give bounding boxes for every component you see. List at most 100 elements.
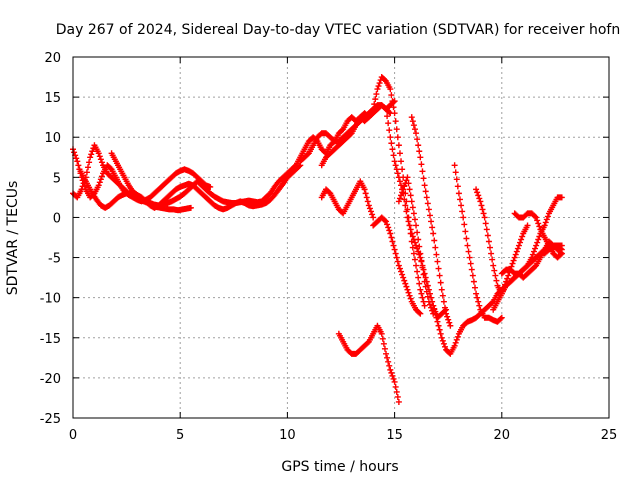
data-point	[483, 226, 490, 233]
data-point	[451, 342, 458, 349]
data-point	[386, 127, 393, 134]
data-point	[474, 294, 481, 301]
data-point	[74, 158, 81, 165]
data-point	[498, 314, 505, 321]
data-point	[466, 254, 473, 261]
data-point	[534, 217, 541, 224]
y-tick-label: -10	[40, 292, 61, 307]
data-point	[465, 248, 472, 255]
data-point	[444, 313, 451, 320]
data-point	[405, 180, 412, 187]
data-point	[385, 358, 392, 365]
data-point	[386, 362, 393, 369]
data-point	[456, 196, 463, 203]
data-point	[401, 277, 408, 284]
data-point	[368, 208, 375, 215]
data-point	[437, 330, 444, 337]
data-point	[425, 298, 432, 305]
data-point	[528, 254, 535, 261]
data-point	[481, 214, 488, 221]
data-point	[378, 330, 385, 337]
data-point	[440, 298, 447, 305]
data-point	[532, 263, 539, 270]
data-point	[435, 265, 442, 272]
data-point	[393, 166, 400, 173]
data-point	[366, 205, 373, 212]
data-point	[433, 314, 440, 321]
data-point	[87, 154, 94, 161]
data-point	[391, 110, 398, 117]
data-point	[364, 339, 371, 346]
data-point	[395, 174, 402, 181]
data-point	[369, 211, 376, 218]
data-point	[406, 292, 413, 299]
data-point	[416, 280, 423, 287]
data-point	[497, 315, 504, 322]
data-point	[395, 398, 402, 405]
data-point	[441, 304, 448, 311]
data-point	[393, 388, 400, 395]
data-point	[422, 274, 429, 281]
data-point	[429, 224, 436, 231]
data-point	[408, 230, 415, 237]
data-point	[432, 244, 439, 251]
data-point	[453, 176, 460, 183]
data-point	[476, 302, 483, 309]
data-point	[510, 257, 517, 264]
data-point	[411, 126, 418, 133]
data-point	[383, 350, 390, 357]
data-point	[409, 204, 416, 211]
data-point	[405, 218, 412, 225]
data-point	[505, 272, 512, 279]
data-point	[470, 278, 477, 285]
data-point	[396, 265, 403, 272]
data-point	[436, 272, 443, 279]
data-point	[399, 189, 406, 196]
data-point	[89, 148, 96, 155]
data-point	[402, 202, 409, 209]
data-point	[428, 294, 435, 301]
plot-frame	[72, 56, 610, 419]
data-point	[390, 152, 397, 159]
data-point	[512, 251, 519, 258]
data-point	[474, 189, 481, 196]
data-point	[398, 192, 405, 199]
data-point	[485, 238, 492, 245]
chart-title: Day 267 of 2024, Sidereal Day-to-day VTE…	[56, 22, 620, 38]
data-point	[381, 345, 388, 352]
data-point	[387, 134, 394, 141]
y-tick-label: 20	[44, 51, 61, 66]
data-point	[493, 277, 500, 284]
data-point	[478, 202, 485, 209]
data-point	[406, 222, 413, 229]
data-point	[96, 179, 103, 186]
data-point	[433, 251, 440, 258]
data-point	[398, 182, 405, 189]
data-point	[402, 280, 409, 287]
data-point	[393, 126, 400, 133]
data-point	[441, 343, 448, 350]
data-point	[434, 258, 441, 265]
data-point	[533, 242, 540, 249]
data-point	[403, 283, 410, 290]
y-tick-label: -20	[40, 372, 61, 387]
data-point	[423, 288, 430, 295]
data-point	[390, 375, 397, 382]
y-axis-label: SDTVAR / TECUs	[5, 181, 21, 296]
y-tick-label: -15	[40, 332, 61, 347]
data-point	[383, 106, 390, 113]
data-point	[404, 286, 411, 293]
data-point	[532, 213, 539, 220]
data-point	[519, 233, 526, 240]
axis-ticks: 0 5 10 15 20 25 -25 -20 -15 -10 -5 0 5 10 15 20	[40, 51, 618, 443]
data-point	[464, 242, 471, 249]
data-point	[536, 233, 543, 240]
series-arc6	[297, 102, 394, 165]
data-point	[407, 226, 414, 233]
data-point	[401, 183, 408, 190]
data-point	[411, 239, 418, 246]
y-tick-label: -5	[48, 252, 61, 267]
data-point	[389, 98, 396, 105]
data-point	[415, 142, 422, 149]
data-point	[535, 220, 542, 227]
